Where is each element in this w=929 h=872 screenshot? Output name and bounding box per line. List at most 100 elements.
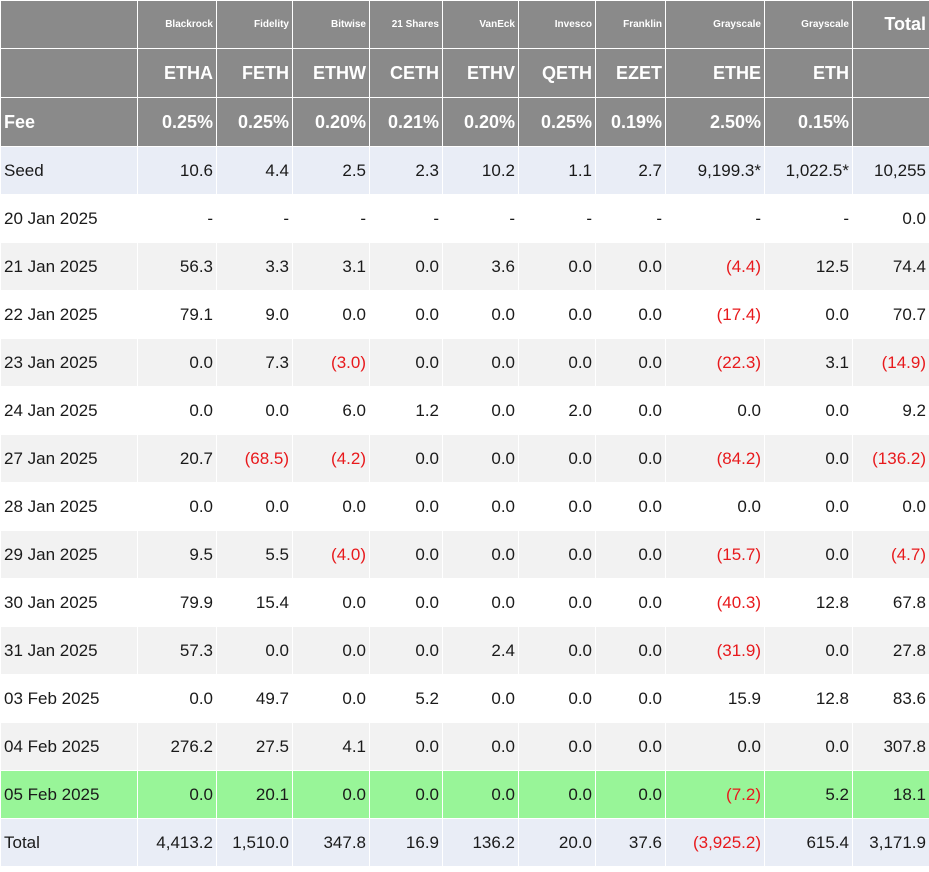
row-total-cell: 9.2	[852, 386, 929, 435]
empty-header-cell	[852, 48, 929, 98]
flow-value-cell: 6.0	[292, 386, 370, 435]
flow-value-cell: 0.0	[442, 530, 519, 579]
flow-value-cell: 49.7	[216, 674, 293, 723]
flow-value-cell: -	[764, 194, 853, 243]
flow-value-cell: 0.0	[369, 626, 443, 675]
flow-value-cell: 0.0	[764, 626, 853, 675]
flow-value-cell: 0.0	[442, 290, 519, 339]
flow-value-cell: 276.2	[137, 722, 217, 771]
flow-value-cell: 5.2	[764, 770, 853, 819]
flow-value-cell: 0.0	[595, 530, 666, 579]
flow-value-cell: 0.0	[595, 242, 666, 291]
flow-value-cell: 1,022.5*	[764, 146, 853, 195]
date-cell: 27 Jan 2025	[0, 434, 138, 483]
total-column-header: Total	[852, 0, 929, 49]
row-total-cell: 0.0	[852, 482, 929, 531]
flow-value-cell: 0.0	[518, 674, 596, 723]
flow-value-cell: 9,199.3*	[665, 146, 765, 195]
date-cell: Seed	[0, 146, 138, 195]
flow-value-cell: -	[595, 194, 666, 243]
flow-value-cell: 0.0	[595, 338, 666, 387]
daily-flow-row: 23 Jan 2025 0.0 7.3 (3.0) 0.0 0.0 0.0 0.0 (22.3)…	[0, 338, 929, 387]
flow-value-cell: 3.1	[764, 338, 853, 387]
total-value-cell: 20.0	[518, 818, 596, 867]
flow-value-cell: (31.9)	[665, 626, 765, 675]
row-total-cell: 307.8	[852, 722, 929, 771]
flow-value-cell: 12.8	[764, 578, 853, 627]
flow-value-cell: 0.0	[442, 434, 519, 483]
issuer-header-row: Blackrock Fidelity Bitwise 21 Shares Van…	[0, 0, 929, 49]
total-value-cell: 16.9	[369, 818, 443, 867]
issuer-header: Franklin	[595, 0, 666, 49]
flow-value-cell: 0.0	[442, 482, 519, 531]
flow-value-cell: (3.0)	[292, 338, 370, 387]
total-value-cell: 136.2	[442, 818, 519, 867]
flow-value-cell: 0.0	[292, 770, 370, 819]
row-total-cell: 83.6	[852, 674, 929, 723]
flow-value-cell: 0.0	[442, 338, 519, 387]
daily-flow-row: 03 Feb 2025 0.0 49.7 0.0 5.2 0.0 0.0 0.0 15.9 12.…	[0, 674, 929, 723]
ticker-header: EZET	[595, 48, 666, 98]
flow-value-cell: (68.5)	[216, 434, 293, 483]
flow-value-cell: 0.0	[442, 722, 519, 771]
issuer-header: 21 Shares	[369, 0, 443, 49]
flow-value-cell: 0.0	[518, 338, 596, 387]
seed-row: Seed 10.6 4.4 2.5 2.3 10.2 1.1 2.7 9,199.3* 1,022…	[0, 146, 929, 195]
flow-value-cell: 0.0	[216, 386, 293, 435]
ticker-header-row: ETHA FETH ETHW CETH ETHV QETH EZET ETHE …	[0, 48, 929, 98]
daily-flow-row: 21 Jan 2025 56.3 3.3 3.1 0.0 3.6 0.0 0.0 (4.4) 12…	[0, 242, 929, 291]
flow-value-cell: 12.8	[764, 674, 853, 723]
ticker-header: ETHV	[442, 48, 519, 98]
date-cell: 23 Jan 2025	[0, 338, 138, 387]
flow-value-cell: 10.2	[442, 146, 519, 195]
flow-value-cell: 2.7	[595, 146, 666, 195]
flow-rows: Seed 10.6 4.4 2.5 2.3 10.2 1.1 2.7 9,199.3* 1,022…	[0, 146, 929, 819]
flow-value-cell: 0.0	[764, 290, 853, 339]
flow-value-cell: 0.0	[595, 626, 666, 675]
total-value-cell: 347.8	[292, 818, 370, 867]
row-total-cell: 70.7	[852, 290, 929, 339]
row-total-cell: (4.7)	[852, 530, 929, 579]
flow-value-cell: 4.1	[292, 722, 370, 771]
total-value-cell: 37.6	[595, 818, 666, 867]
flow-value-cell: 0.0	[595, 290, 666, 339]
flow-value-cell: 79.1	[137, 290, 217, 339]
ticker-header: ETHA	[137, 48, 217, 98]
flow-value-cell: 0.0	[518, 770, 596, 819]
row-total-cell: 0.0	[852, 194, 929, 243]
flow-value-cell: 9.0	[216, 290, 293, 339]
flow-value-cell: -	[369, 194, 443, 243]
flow-value-cell: 0.0	[137, 386, 217, 435]
flow-value-cell: 5.5	[216, 530, 293, 579]
row-total-cell: 27.8	[852, 626, 929, 675]
date-cell: 22 Jan 2025	[0, 290, 138, 339]
empty-header-cell	[852, 97, 929, 147]
issuer-header: Fidelity	[216, 0, 293, 49]
flow-value-cell: 1.1	[518, 146, 596, 195]
flow-value-cell: 0.0	[442, 386, 519, 435]
row-total-cell: 18.1	[852, 770, 929, 819]
flow-value-cell: 9.5	[137, 530, 217, 579]
flow-value-cell: 0.0	[369, 242, 443, 291]
flow-value-cell: 5.2	[369, 674, 443, 723]
flow-value-cell: 0.0	[216, 626, 293, 675]
row-total-cell: (136.2)	[852, 434, 929, 483]
total-value-cell: 1,510.0	[216, 818, 293, 867]
date-cell: 21 Jan 2025	[0, 242, 138, 291]
daily-flow-row: 30 Jan 2025 79.9 15.4 0.0 0.0 0.0 0.0 0.0 (40.3)…	[0, 578, 929, 627]
ticker-header: ETHW	[292, 48, 370, 98]
flow-value-cell: 2.3	[369, 146, 443, 195]
issuer-header: Grayscale	[764, 0, 853, 49]
flow-value-cell: 56.3	[137, 242, 217, 291]
flow-value-cell: 0.0	[137, 770, 217, 819]
row-total-cell: 10,255	[852, 146, 929, 195]
ticker-header: ETH	[764, 48, 853, 98]
flow-value-cell: 0.0	[764, 482, 853, 531]
flow-value-cell: 0.0	[369, 338, 443, 387]
issuer-header: Bitwise	[292, 0, 370, 49]
flow-value-cell: 27.5	[216, 722, 293, 771]
flow-value-cell: (4.2)	[292, 434, 370, 483]
flow-value-cell: 0.0	[595, 386, 666, 435]
daily-flow-row: 28 Jan 2025 0.0 0.0 0.0 0.0 0.0 0.0 0.0 0.0 0.0 0.…	[0, 482, 929, 531]
date-cell: 20 Jan 2025	[0, 194, 138, 243]
